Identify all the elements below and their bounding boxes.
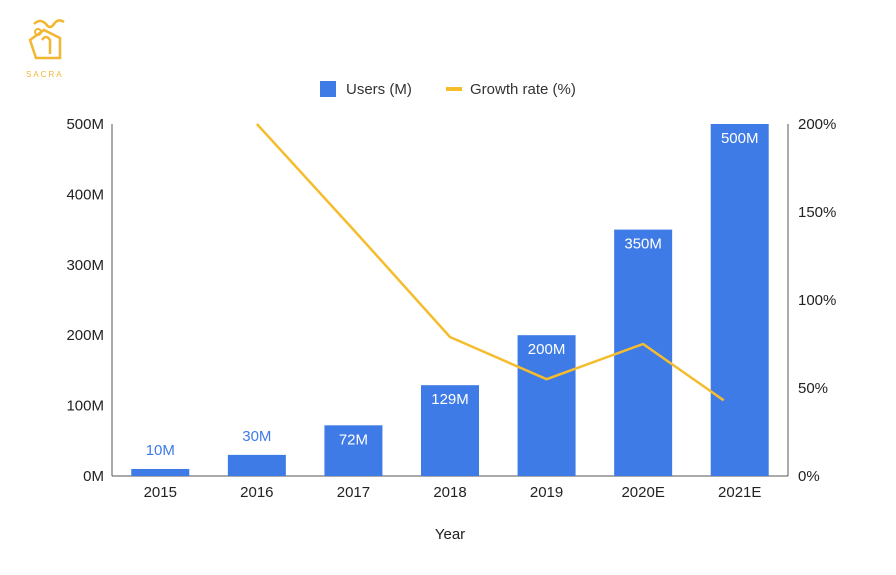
x-tick-label: 2018 xyxy=(433,484,466,501)
y-tick-label: 100M xyxy=(66,398,104,415)
bar xyxy=(710,124,769,476)
y2-tick-label: 100% xyxy=(798,292,836,309)
y-tick-label: 0M xyxy=(83,468,104,485)
sacra-logo: SACRA xyxy=(20,10,80,80)
y2-tick-label: 0% xyxy=(798,468,820,485)
y-tick-label: 400M xyxy=(66,186,104,203)
y-axis-labels: 0M 100M 200M 300M 400M 500M xyxy=(66,116,104,485)
x-tick-label: 2015 xyxy=(144,484,177,501)
bar-data-label: 350M xyxy=(624,236,662,253)
legend-swatch-growth xyxy=(446,87,462,91)
bar-data-label: 200M xyxy=(528,341,566,358)
bar xyxy=(421,385,479,476)
y-tick-label: 500M xyxy=(66,116,104,133)
y-tick-label: 200M xyxy=(66,327,104,344)
y2-tick-label: 150% xyxy=(798,204,836,221)
bar-data-label: 30M xyxy=(242,428,271,445)
y-tick-label: 300M xyxy=(66,257,104,274)
legend-label-growth: Growth rate (%) xyxy=(470,81,576,98)
x-tick-label: 2021E xyxy=(718,484,761,501)
x-tick-label: 2020E xyxy=(621,484,664,501)
bar xyxy=(517,335,576,476)
x-axis-labels: 2015 2016 2017 2018 2019 2020E 2021E xyxy=(144,484,762,501)
logo-text: SACRA xyxy=(26,70,64,79)
x-axis-title: Year xyxy=(435,526,465,543)
y2-tick-label: 50% xyxy=(798,380,828,397)
sacra-logo-icon xyxy=(28,19,65,60)
x-tick-label: 2017 xyxy=(337,484,370,501)
bar-data-label: 72M xyxy=(339,431,368,448)
x-tick-label: 2019 xyxy=(530,484,563,501)
bar-data-label: 10M xyxy=(146,442,175,459)
growth-rate-line xyxy=(255,123,725,402)
growth-line xyxy=(255,123,725,402)
bars xyxy=(131,124,769,476)
legend: Users (M) Growth rate (%) xyxy=(320,81,576,98)
bar xyxy=(324,425,383,476)
legend-swatch-users xyxy=(320,81,336,97)
bar xyxy=(614,229,673,476)
y2-axis-labels: 0% 50% 100% 150% 200% xyxy=(798,116,836,485)
x-tick-label: 2016 xyxy=(240,484,273,501)
y2-tick-label: 200% xyxy=(798,116,836,133)
bar-data-label: 500M xyxy=(721,130,759,147)
legend-label-users: Users (M) xyxy=(346,81,412,98)
bar xyxy=(131,468,190,476)
bar xyxy=(227,454,286,476)
bar-data-label: 129M xyxy=(431,391,469,408)
bar-labels: 10M 30M 72M 129M 200M 350M 500M xyxy=(146,130,759,459)
